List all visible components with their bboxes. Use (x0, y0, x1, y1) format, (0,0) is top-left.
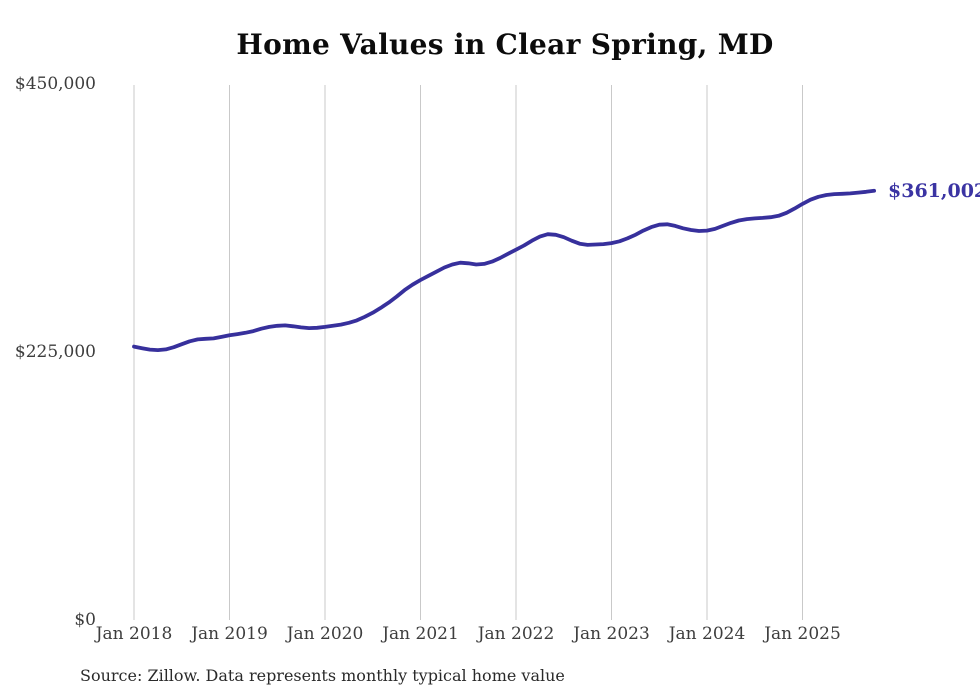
x-axis-tick-label: Jan 2025 (764, 624, 841, 644)
chart-title: Home Values in Clear Spring, MD (236, 28, 774, 61)
y-axis-tick-label-450000: $450,000 (14, 74, 96, 94)
x-axis-tick-label: Jan 2018 (95, 624, 173, 644)
y-axis-tick-label-0: $0 (74, 610, 96, 630)
x-axis-tick-label: Jan 2020 (286, 624, 364, 644)
home-value-line (132, 188, 876, 353)
y-axis-tick-label-225000: $225,000 (14, 342, 96, 362)
x-axis-tick-label: Jan 2022 (477, 624, 555, 644)
x-axis-tick-label: Jan 2023 (573, 624, 650, 644)
latest-value-label: $361,002 (888, 180, 980, 202)
source-note: Source: Zillow. Data represents monthly … (80, 666, 565, 685)
x-axis-tick-label: Jan 2019 (191, 624, 268, 644)
x-axis-tick-label: Jan 2024 (668, 624, 746, 644)
x-axis-tick-label: Jan 2021 (382, 624, 459, 644)
